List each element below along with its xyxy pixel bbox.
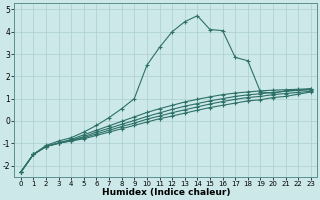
X-axis label: Humidex (Indice chaleur): Humidex (Indice chaleur) [101,188,230,197]
